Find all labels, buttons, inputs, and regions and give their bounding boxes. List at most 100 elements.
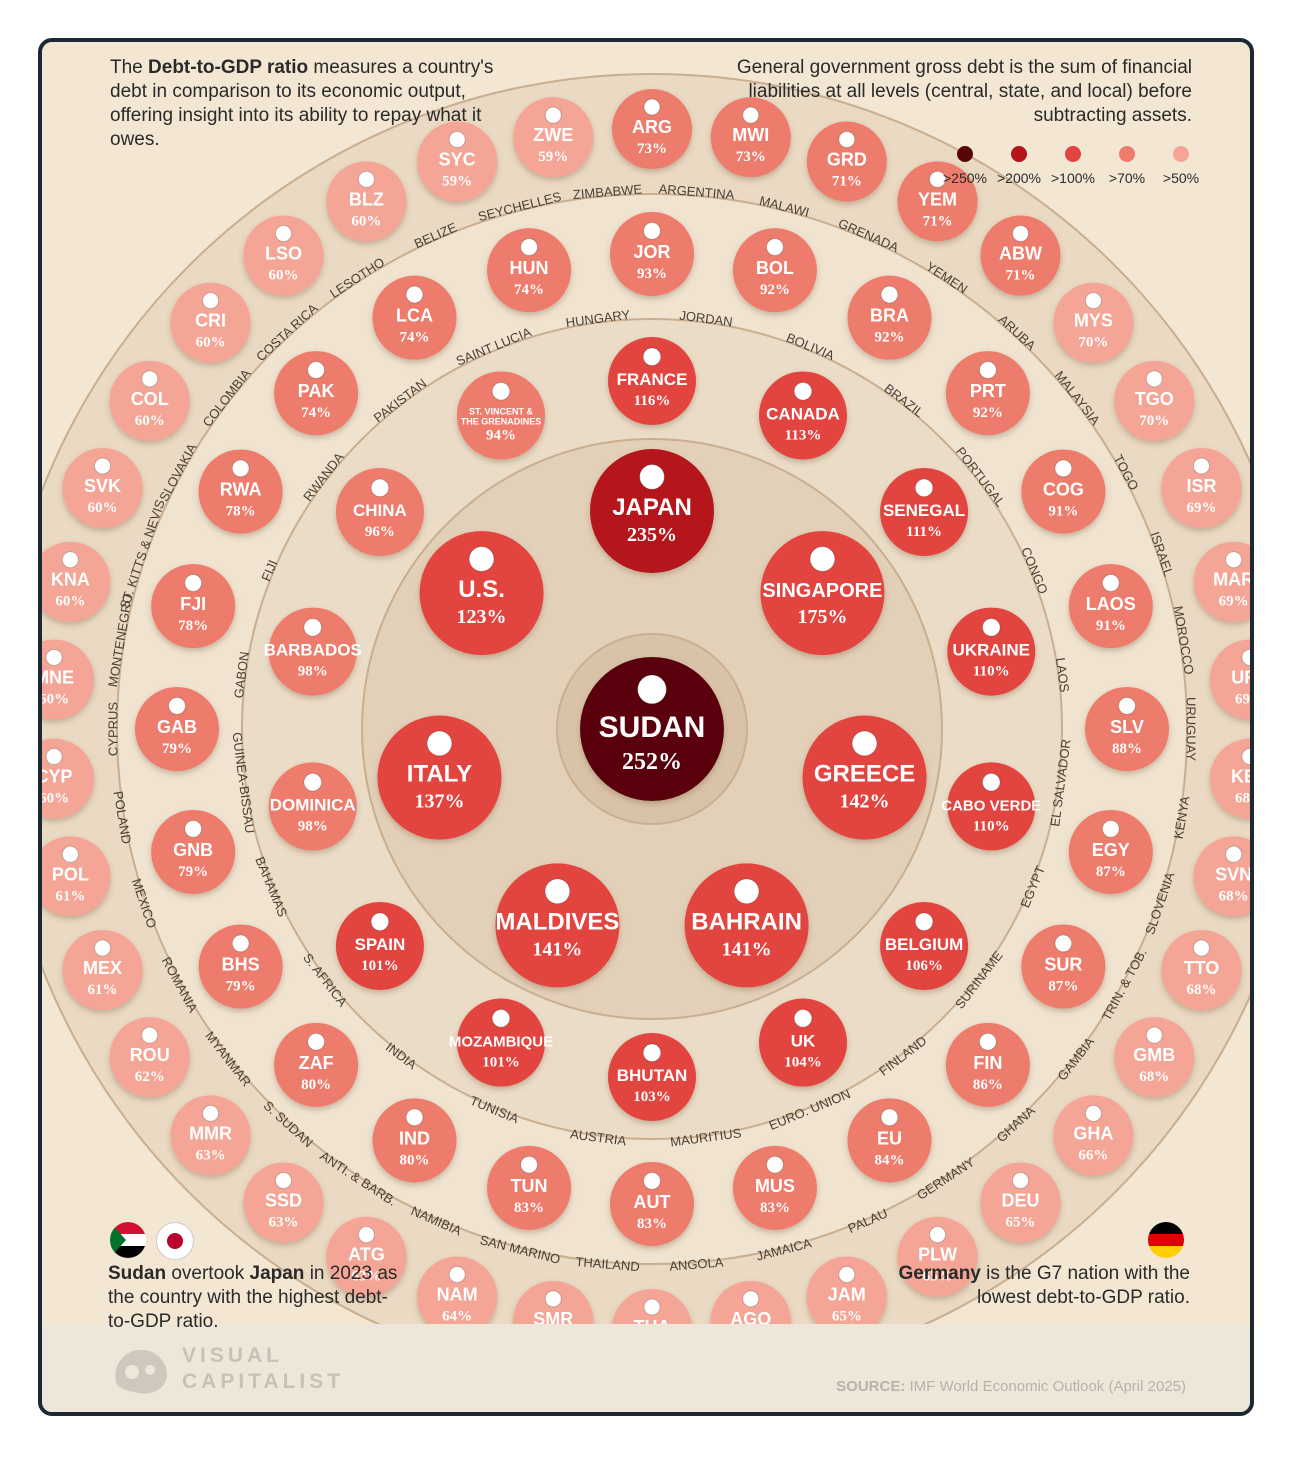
bubble-circle <box>417 121 498 202</box>
bubble-circle <box>947 762 1036 851</box>
flag-icon <box>61 845 79 863</box>
flag-icon <box>141 1026 159 1044</box>
bubble-value-label: 113% <box>785 427 822 443</box>
bubble-value-label: 69% <box>1219 594 1249 610</box>
bubble-value-label: 60% <box>42 791 69 807</box>
germany-flag-icon <box>1148 1222 1184 1258</box>
logo-line-1: VISUAL <box>182 1344 284 1367</box>
bubble-value-label: 87% <box>1048 979 1078 995</box>
flag-icon <box>1241 748 1250 766</box>
bubble-code-label: SVK <box>84 476 121 496</box>
bubble-circle <box>980 215 1061 296</box>
bubble-value-label: 80% <box>301 1077 331 1093</box>
bubble-value-label: 83% <box>760 1200 790 1216</box>
bubble-code-label: GHA <box>1073 1123 1113 1143</box>
bubble-code-label: GRD <box>827 150 867 170</box>
flag-icon <box>766 1155 784 1174</box>
bubble-value-label: 79% <box>162 741 192 757</box>
flag-icon <box>1145 370 1163 388</box>
bubble-circle <box>487 1145 572 1230</box>
flag-icon <box>766 238 784 256</box>
flag-icon <box>1084 292 1102 310</box>
legend-item: >50% <box>1154 146 1208 186</box>
bubble-code-label: ZAF <box>299 1053 334 1073</box>
bubble-circle <box>1068 809 1153 894</box>
country-bubble: BOL 92% <box>732 228 817 313</box>
flag-icon <box>307 361 326 379</box>
bubble-code-label: BRA <box>870 306 909 326</box>
bubble-circle <box>268 762 357 851</box>
bubble-code-label: MNE <box>42 667 74 687</box>
flag-icon <box>642 1043 662 1063</box>
bubble-value-label: 87% <box>1096 864 1126 880</box>
country-bubble: SENEGAL 111% <box>880 468 969 557</box>
bubble-circle <box>945 1022 1030 1107</box>
bubble-circle <box>62 930 143 1011</box>
bubble-code-label: SPAIN <box>355 935 406 954</box>
bubble-code-label: PRT <box>970 381 1006 401</box>
intro-note-bold: Debt-to-GDP ratio <box>148 57 309 78</box>
country-bubble: MNE 60% <box>42 639 95 720</box>
bubble-value-label: 111% <box>906 524 942 540</box>
country-bubble: GREECE 142% <box>802 715 927 840</box>
bubble-code-label: MEX <box>83 958 122 978</box>
flag-icon <box>838 1265 856 1283</box>
bubble-value-label: 66% <box>1078 1147 1108 1163</box>
bubble-circle <box>980 1162 1061 1243</box>
bubble-circle <box>947 607 1036 696</box>
bubble-circle <box>1053 1095 1134 1176</box>
country-bubble: ROU 62% <box>109 1017 190 1098</box>
bubble-circle <box>151 564 236 649</box>
bubble-value-label: 88% <box>1112 741 1142 757</box>
bubble-circle <box>495 863 620 988</box>
flag-icon <box>45 648 63 666</box>
flag-icon <box>370 478 390 498</box>
bubble-code-label: ROU <box>130 1045 170 1065</box>
bubble-value-label: 60% <box>55 594 85 610</box>
flag-icon <box>370 912 390 932</box>
bubble-value-label: 60% <box>88 500 118 516</box>
country-bubble: BAHRAIN 141% <box>684 863 809 988</box>
country-bubble: HUN 74% <box>487 228 572 313</box>
bubble-circle <box>732 228 817 313</box>
bubble-value-label: 74% <box>301 405 331 421</box>
flag-icon <box>1145 1026 1163 1044</box>
bubble-code-label: EU <box>877 1128 902 1148</box>
bubble-code-label: BARBADOS <box>264 641 362 660</box>
country-bubble: CANADA 113% <box>758 371 847 460</box>
flag-icon <box>491 1009 511 1028</box>
country-bubble: BARBADOS 98% <box>264 607 362 696</box>
country-bubble: TUN 83% <box>487 1145 572 1230</box>
bubble-value-label: 141% <box>722 938 772 960</box>
country-bubble: YEM 71% <box>897 161 978 242</box>
bubble-circle <box>326 1216 407 1297</box>
bubble-code-label: CRI <box>195 311 226 331</box>
bubble-code-label: DOMINICA <box>270 795 356 814</box>
bubble-code-label: MALDIVES <box>495 908 619 935</box>
bubble-code-label: ISR <box>1186 476 1216 496</box>
logo-line-2: CAPITALIST <box>182 1370 345 1393</box>
bubble-circle <box>243 1162 324 1243</box>
flag-icon <box>307 1032 326 1051</box>
country-bubble: MEX 61% <box>62 930 143 1011</box>
legend-label: >100% <box>1051 170 1095 186</box>
country-bubble: CRI 60% <box>170 282 251 363</box>
bubble-code-label: ITALY <box>407 761 472 788</box>
bubble-value-label: 91% <box>1096 618 1126 634</box>
flag-icon <box>45 748 63 766</box>
bubble-code-label: SYC <box>439 150 476 170</box>
flag-icon <box>637 674 667 705</box>
bubble-value-label: 106% <box>905 958 943 974</box>
bubble-circle <box>897 1216 978 1297</box>
bubble-value-label: 65% <box>832 1308 862 1324</box>
country-bubble: PAK 74% <box>274 351 359 436</box>
bubble-code-label: MMR <box>189 1123 232 1143</box>
bubble-code-label: PLW <box>918 1245 957 1265</box>
bubble-circle <box>377 715 502 840</box>
bubble-circle <box>335 468 424 557</box>
country-bubble: FJI 78% <box>151 564 236 649</box>
bubble-value-label: 71% <box>832 174 862 190</box>
bubble-circle <box>610 1162 694 1246</box>
bubble-code-label: MYS <box>1074 311 1113 331</box>
bubble-value-label: 68% <box>1186 982 1216 998</box>
